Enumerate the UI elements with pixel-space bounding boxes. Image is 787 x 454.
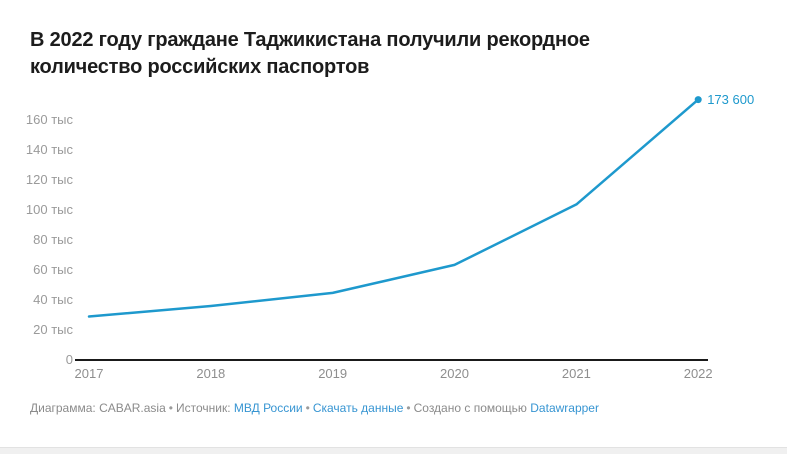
footer-separator: • [406,401,411,415]
source-link[interactable]: МВД России [233,401,303,415]
datawrapper-link[interactable]: Datawrapper [530,401,599,415]
data-line [87,98,700,318]
footer-separator: • [168,401,173,415]
page-bottom-edge [0,447,787,454]
footer-source-label: Источник: [175,401,231,415]
footer-created-label: Создано с помощью [413,401,527,415]
end-value-label: 173 600 [707,91,755,107]
download-data-link[interactable]: Скачать данные [312,401,404,415]
end-point-dot [694,96,702,104]
chart-footer: Диаграмма: CABAR.asia • Источник: МВД Росс… [30,400,599,416]
x-axis-line [75,359,708,361]
footer-byline: Диаграмма: CABAR.asia [30,401,166,415]
chart-title: В 2022 году граждане Таджикистана получи… [30,29,590,78]
footer-separator: • [305,401,310,415]
